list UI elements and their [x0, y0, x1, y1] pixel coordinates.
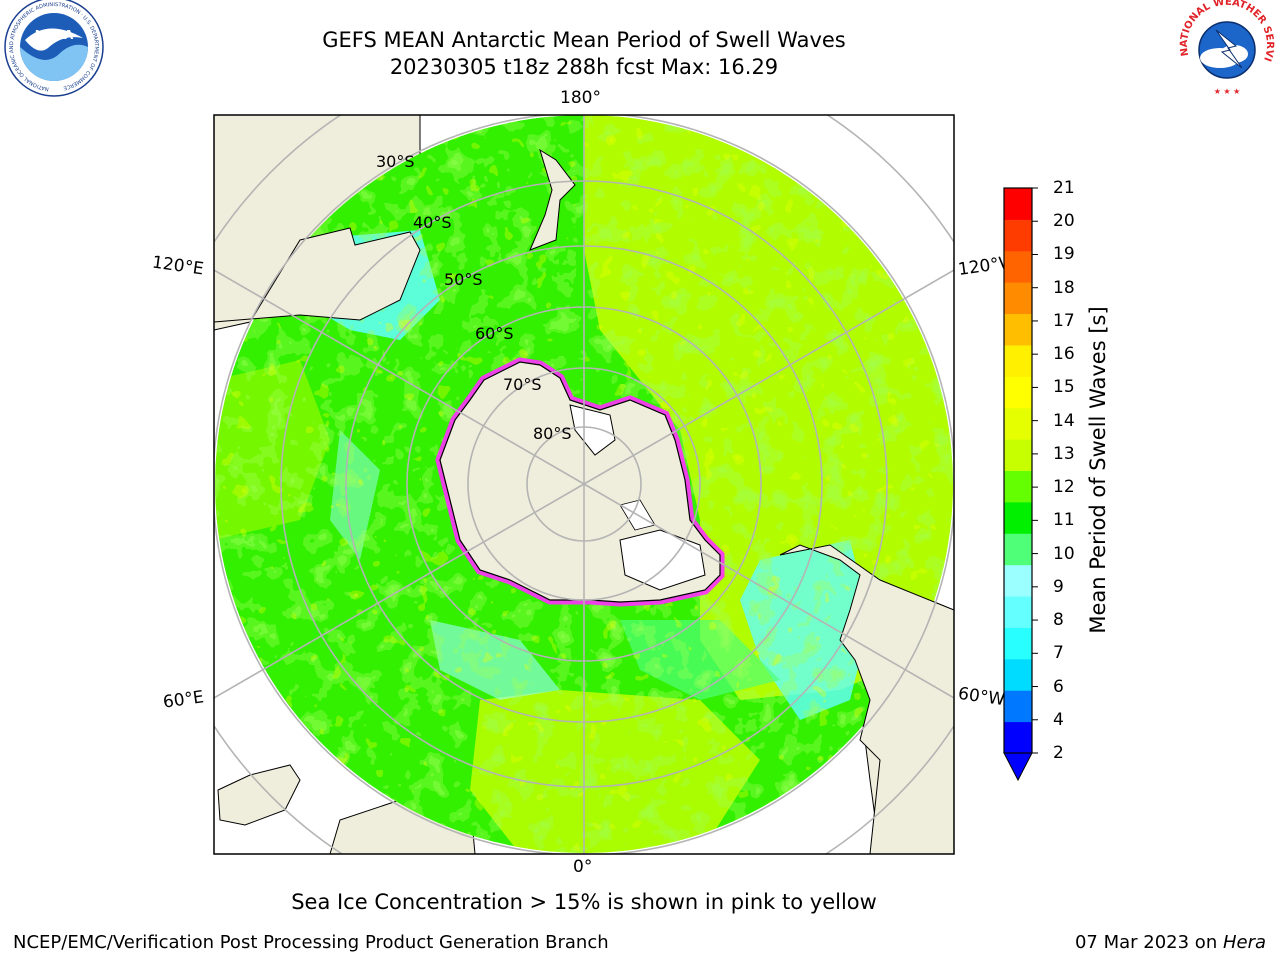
colorbar-block	[1004, 250, 1032, 283]
colorbar-block	[1004, 564, 1032, 597]
colorbar-tick-label: 19	[1053, 244, 1075, 265]
svg-text:★ ★ ★: ★ ★ ★	[1214, 87, 1241, 96]
footer-date: 07 Mar 2023 on Hera	[1075, 932, 1266, 953]
colorbar-tick-label: 8	[1053, 610, 1064, 631]
colorbar-block	[1004, 721, 1032, 754]
lat-label-40s: 40°S	[413, 213, 452, 232]
footer-machine: Hera	[1222, 932, 1266, 953]
colorbar-block	[1004, 470, 1032, 503]
colorbar-tick-label: 6	[1053, 676, 1064, 697]
colorbar-block	[1004, 690, 1032, 723]
colorbar-tick-label: 16	[1053, 344, 1075, 365]
sea-ice-caption: Sea Ice Concentration > 15% is shown in …	[291, 890, 877, 914]
lat-label-30s: 30°S	[376, 152, 415, 171]
colorbar-block	[1004, 501, 1032, 534]
lat-label-80s: 80°S	[533, 424, 572, 443]
lat-label-50s: 50°S	[444, 270, 483, 289]
colorbar-tick-label: 9	[1053, 576, 1064, 597]
nws-logo: NATIONAL WEATHER SERVICE ★ ★ ★	[1176, 0, 1275, 98]
graticule	[214, 115, 954, 854]
lon-label-180: 180°	[560, 88, 601, 108]
colorbar-block	[1004, 627, 1032, 660]
colorbar-tick-label: 2	[1053, 743, 1064, 763]
map-frame	[213, 114, 955, 855]
colorbar-block	[1004, 658, 1032, 691]
colorbar-block	[1004, 313, 1032, 346]
chart-subtitle: 20230305 t18z 288h fcst Max: 16.29	[389, 55, 779, 79]
colorbar-extend-arrow	[1003, 752, 1033, 782]
ice-shelf	[619, 529, 706, 591]
lat-label-60s: 60°S	[475, 324, 514, 343]
colorbar-block	[1004, 439, 1032, 471]
chart-title: GEFS MEAN Antarctic Mean Period of Swell…	[322, 28, 846, 52]
colorbar-block	[1004, 407, 1032, 440]
colorbar-tick-label: 14	[1053, 410, 1075, 431]
colorbar-block	[1004, 376, 1032, 409]
madagascar-land	[217, 764, 301, 826]
colorbar-block	[1004, 533, 1032, 566]
colorbar-label: Mean Period of Swell Waves [s]	[1086, 306, 1110, 634]
footer-date-text: 07 Mar 2023 on	[1074, 932, 1223, 953]
colorbar-tick-label: 18	[1053, 277, 1075, 298]
new-zealand-land	[529, 148, 576, 251]
colorbar-tick-label: 13	[1053, 443, 1075, 464]
colorbar-block	[1004, 219, 1032, 252]
lat-label-70s: 70°S	[503, 375, 542, 394]
lon-label-0: 0°	[573, 857, 593, 877]
colorbar-tick-label: 17	[1053, 310, 1075, 331]
svg-text:NOAA: NOAA	[35, 28, 74, 42]
footer-branch: NCEP/EMC/Verification Post Processing Pr…	[13, 932, 609, 953]
colorbar-block	[1004, 188, 1032, 220]
colorbar-tick-label: 11	[1053, 510, 1075, 531]
colorbar-tick-label: 20	[1053, 211, 1075, 232]
colorbar-block	[1004, 596, 1032, 628]
colorbar-tick-label: 4	[1053, 709, 1064, 730]
colorbar-block	[1004, 282, 1032, 315]
colorbar-tick-label: 15	[1053, 377, 1075, 398]
colorbar-tick-label: 12	[1053, 477, 1075, 498]
colorbar-block	[1004, 344, 1032, 377]
colorbar-tick-label: 21	[1053, 178, 1075, 198]
colorbar-tick-label: 7	[1053, 643, 1064, 664]
colorbar	[1003, 187, 1038, 782]
colorbar-tick-label: 10	[1053, 543, 1075, 564]
noaa-logo: NATIONAL OCEANIC AND ATMOSPHERIC ADMINIS…	[4, 0, 104, 97]
